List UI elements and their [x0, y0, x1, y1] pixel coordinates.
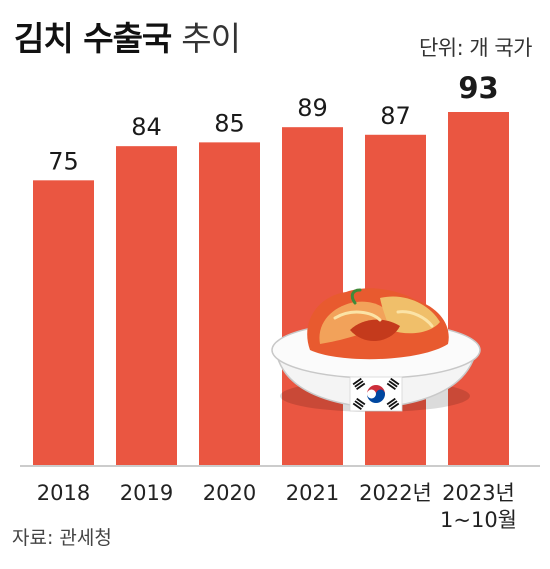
data-label-0: 75 [48, 147, 79, 175]
trigram-3 [386, 397, 400, 410]
data-label-3: 89 [297, 94, 328, 122]
category-label-5: 2023년 1~10월 [440, 481, 517, 532]
kimchi-stem-2 [396, 310, 434, 328]
title-main: 김치 수출국 [14, 19, 172, 58]
source-note: 자료: 관세청 [12, 527, 112, 549]
bar-5 [448, 112, 509, 465]
data-label-1: 84 [131, 113, 162, 141]
category-label-1: 2019 [120, 481, 173, 505]
kimchi-leaf-1 [319, 301, 392, 344]
bar-1 [116, 146, 177, 465]
category-label-2: 2020 [203, 481, 256, 505]
trigram-1 [386, 377, 400, 390]
bar-0 [33, 180, 94, 466]
category-label-3: 2021 [286, 481, 339, 505]
green-onion [350, 288, 362, 305]
bar-2 [199, 142, 260, 465]
unit-label: 단위: 개 국가 [418, 36, 533, 60]
trigram-0 [352, 377, 366, 390]
kimchi-leaf-3 [350, 319, 400, 342]
data-label-4: 87 [380, 102, 411, 130]
taegeuk-blue [367, 389, 385, 403]
category-label-0: 2018 [37, 481, 90, 505]
trigram-2 [352, 397, 366, 410]
category-label-4: 2022년 [359, 481, 432, 505]
chart-title: 김치 수출국 추이 [14, 12, 241, 60]
kimchi-bowl-illustration [271, 288, 481, 412]
data-label-2: 85 [214, 109, 245, 137]
title-sub: 추이 [181, 19, 241, 58]
data-label-5: 93 [458, 71, 498, 105]
kimchi-stem-1 [333, 310, 382, 322]
